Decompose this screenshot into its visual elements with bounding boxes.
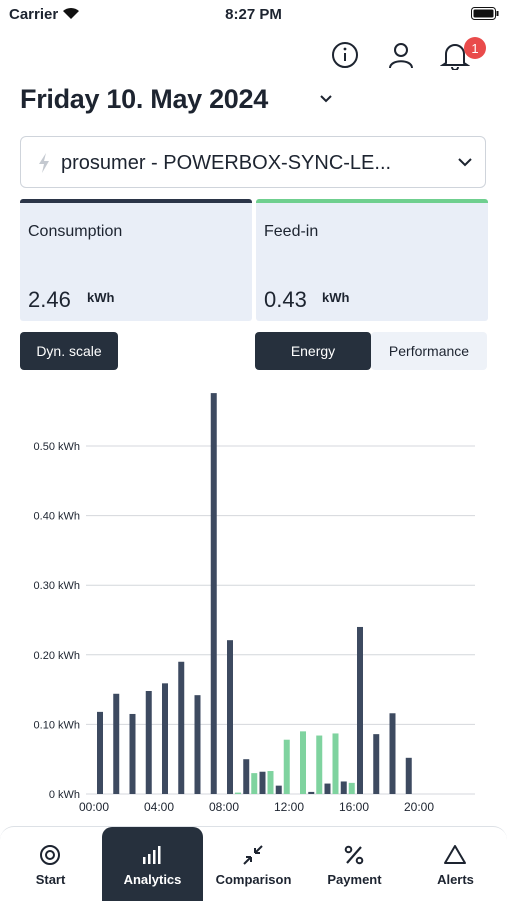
bar <box>194 695 201 794</box>
tab-icon <box>344 845 364 865</box>
y-tick-label: 0.20 kWh <box>34 650 80 662</box>
chart: 0 kWh 0.10 kWh 0.20 kWh 0.30 kWh 0.40 kWh 0.5… <box>34 393 475 814</box>
bar <box>373 734 380 794</box>
bar <box>308 791 315 794</box>
tab-comparison[interactable]: Comparison <box>203 827 304 901</box>
x-tick-label: 20:00 <box>404 800 434 814</box>
bar <box>389 713 396 794</box>
bar <box>235 792 241 794</box>
bar <box>243 759 250 794</box>
bar <box>405 757 412 794</box>
bar <box>340 781 347 794</box>
x-tick-label: 00:00 <box>79 800 109 814</box>
tab-analytics[interactable]: Analytics <box>102 827 203 901</box>
performance-toggle[interactable]: Performance <box>371 332 487 370</box>
y-tick-label: 0 kWh <box>49 789 80 801</box>
tab-label: Alerts <box>437 872 474 887</box>
bar <box>227 640 233 794</box>
tab-label: Analytics <box>123 872 182 887</box>
bar <box>97 711 103 794</box>
card-label: Consumption <box>28 223 123 240</box>
bar <box>259 771 266 794</box>
bar <box>357 626 363 794</box>
tab-label: Comparison <box>215 872 292 887</box>
bar <box>275 785 282 794</box>
bar <box>300 731 306 794</box>
tab-label: Start <box>35 872 66 887</box>
carrier: Carrier <box>9 6 59 23</box>
card-unit: kWh <box>322 290 350 305</box>
feed-in-card: Feed-in 0.43 kWh <box>256 199 488 321</box>
notifications-button[interactable] <box>440 40 470 70</box>
clock: 8:27 PM <box>225 6 282 23</box>
tab-alerts[interactable]: Alerts <box>405 827 506 901</box>
tab-start[interactable]: Start <box>0 827 101 901</box>
bar <box>267 771 274 794</box>
bar <box>145 690 152 794</box>
card-value: 2.46 <box>28 287 71 312</box>
x-tick-label: 04:00 <box>144 800 174 814</box>
bar <box>283 739 290 794</box>
battery-icon <box>471 7 499 20</box>
notification-badge: 1 <box>464 37 486 59</box>
bolt-icon <box>39 153 49 173</box>
card-value: 0.43 <box>264 287 307 312</box>
y-tick-label: 0.40 kWh <box>34 511 80 523</box>
info-button[interactable] <box>330 40 360 70</box>
bar <box>113 693 120 794</box>
scale-button[interactable]: Dyn. scale <box>20 332 118 370</box>
x-tick-label: 08:00 <box>209 800 239 814</box>
tab-label: Payment <box>327 872 382 887</box>
consumption-card: Consumption 2.46 kWh <box>20 199 252 321</box>
tab-icon <box>444 845 466 864</box>
bar <box>162 683 168 794</box>
y-tick-label: 0.50 kWh <box>34 441 80 453</box>
chevron <box>458 158 472 167</box>
tab-bar: Start Analytics Comparison Payment Alert… <box>0 826 507 901</box>
wifi-icon <box>63 7 79 19</box>
bar <box>210 393 217 794</box>
y-tick-label: 0.10 kWh <box>34 719 80 731</box>
chevron <box>320 95 332 103</box>
tab-icon <box>143 846 161 864</box>
tab-icon <box>40 845 60 865</box>
date-title[interactable]: Friday 10. May 2024 <box>20 84 268 114</box>
card-unit: kWh <box>87 290 115 305</box>
device-select[interactable]: prosumer - POWERBOX-SYNC-LE... <box>20 136 486 188</box>
bar <box>324 783 331 794</box>
card-label: Feed-in <box>264 223 319 240</box>
x-tick-label: 12:00 <box>274 800 304 814</box>
bar <box>178 661 185 794</box>
profile-button[interactable] <box>386 40 416 70</box>
bar <box>251 773 258 794</box>
energy-toggle[interactable]: Energy <box>255 332 371 370</box>
tab-payment[interactable]: Payment <box>304 827 405 901</box>
x-tick-label: 16:00 <box>339 800 369 814</box>
bar <box>348 782 355 794</box>
bar <box>129 713 136 794</box>
y-tick-label: 0.30 kWh <box>34 580 80 592</box>
bar <box>332 733 339 794</box>
device-name: prosumer - POWERBOX-SYNC-LE... <box>61 152 392 174</box>
bar <box>316 735 323 794</box>
tab-icon <box>243 845 263 865</box>
